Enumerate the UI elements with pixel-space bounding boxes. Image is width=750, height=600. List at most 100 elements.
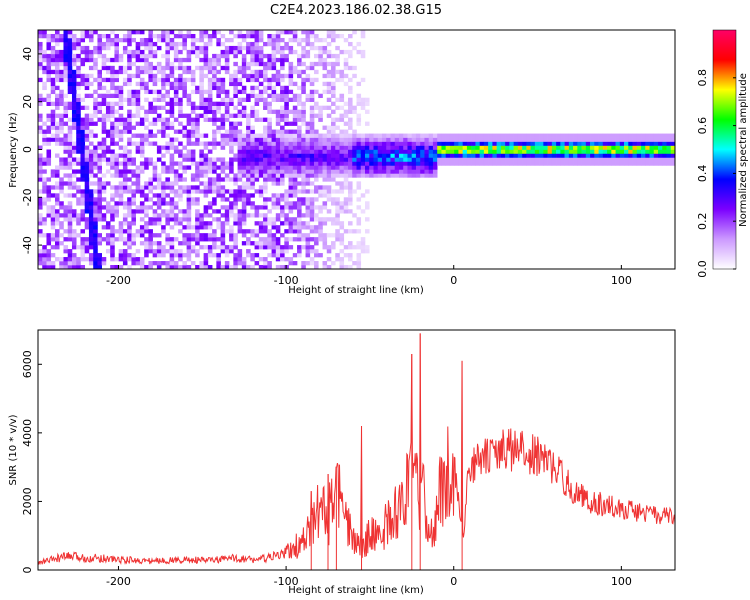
spectrogram-cell <box>437 141 442 146</box>
spectrogram-cell <box>331 201 336 206</box>
spectrogram-cell <box>93 161 98 166</box>
spectrogram-cell <box>190 101 196 106</box>
spectrogram-cell <box>224 189 230 194</box>
spectrogram-cell <box>263 173 268 178</box>
spectrogram-cell <box>581 149 587 154</box>
spectrogram-cell <box>156 233 162 238</box>
spectrogram-cell <box>63 121 69 126</box>
colorbar-tick-label: 0.6 <box>696 117 709 135</box>
spectrogram-cell <box>292 145 298 150</box>
spectrogram-cell <box>88 173 94 178</box>
spectrogram-cell <box>46 65 52 71</box>
spectrogram-cell <box>67 257 73 262</box>
spectrogram-cell <box>105 181 111 186</box>
spectrogram-cell <box>122 45 128 51</box>
spectrogram-cell <box>190 77 196 83</box>
spectrogram-cell <box>246 141 251 146</box>
spectrogram-cell <box>653 149 659 154</box>
spectrogram-cell <box>224 133 230 138</box>
spectrogram-cell <box>216 77 221 83</box>
spectrogram-cell <box>199 85 204 91</box>
spectrogram-cell <box>178 193 183 198</box>
spectrogram-cell <box>50 217 56 222</box>
spectrogram-cell <box>335 149 340 154</box>
spectrogram-cell <box>169 30 175 35</box>
spectrogram-cell <box>666 157 672 162</box>
spectrogram-cell <box>343 245 349 250</box>
spectrogram-cell <box>254 229 260 234</box>
spectrogram-cell <box>88 141 94 146</box>
spectrogram-cell <box>241 33 247 39</box>
spectrogram-cell <box>152 53 158 59</box>
spectrogram-cell <box>292 109 298 114</box>
spectrogram-cell <box>216 93 221 99</box>
spectrogram-cell <box>530 149 536 154</box>
spectrogram-cell <box>212 113 217 118</box>
spectrogram-cell <box>42 217 47 222</box>
spectrogram-cell <box>63 257 69 262</box>
spectrogram-cell <box>271 149 277 154</box>
spectrogram-cell <box>258 173 264 178</box>
spectrogram-cell <box>101 181 107 186</box>
spectrogram-cell <box>212 241 217 246</box>
spectrogram-cell <box>403 161 408 166</box>
spectrogram-cell <box>152 41 158 47</box>
spectrogram-cell <box>118 97 124 102</box>
spectrogram-cell <box>246 197 251 202</box>
spectrogram-cell <box>641 149 646 154</box>
spectrogram-cell <box>479 153 485 158</box>
spectrogram-cell <box>492 149 497 154</box>
spectrogram-cell <box>152 77 158 83</box>
spectrogram-cell <box>292 153 298 158</box>
spectrogram-cell <box>301 265 306 269</box>
spectrogram-cell <box>93 30 98 35</box>
spectrogram-cell <box>352 161 357 166</box>
spectrogram-cell <box>339 257 345 262</box>
spectrogram-cell <box>220 49 226 55</box>
spectrogram-cell <box>632 153 638 158</box>
spectrogram-cell <box>364 249 370 254</box>
spectrogram-cell <box>161 249 166 254</box>
spectrogram-cell <box>46 117 52 122</box>
spectrogram-cell <box>144 81 149 87</box>
spectrogram-cell <box>67 221 73 226</box>
spectrogram-cell <box>114 45 119 51</box>
spectrogram-cell <box>84 169 90 174</box>
spectrogram-cell <box>280 253 285 258</box>
spectrogram-cell <box>326 129 332 134</box>
spectrogram-cell <box>271 85 277 91</box>
spectrogram-cell <box>212 57 217 63</box>
spectrogram-cell <box>471 137 476 142</box>
spectrogram-cell <box>246 165 251 170</box>
spectrogram-cell <box>38 201 43 206</box>
spectrogram-cell <box>216 245 221 250</box>
spectrogram-cell <box>573 137 578 142</box>
spectrogram-cell <box>71 37 77 43</box>
spectrogram-cell <box>267 93 272 99</box>
spectrogram-cell <box>80 105 86 110</box>
spectrogram-cell <box>131 113 136 118</box>
spectrogram-cell <box>84 205 90 210</box>
spectrogram-cell <box>539 149 544 154</box>
snr-frame <box>37 329 676 571</box>
spectrogram-cell <box>156 61 162 67</box>
spectrogram-cell <box>139 229 145 234</box>
spectrogram-cell <box>54 33 60 39</box>
spectrogram-cell <box>280 85 285 91</box>
spectrogram-cell <box>63 261 69 266</box>
spectrogram-cell <box>267 245 272 250</box>
spectrogram-cell <box>258 213 264 218</box>
spectrogram-cell <box>645 161 650 166</box>
spectrogram-cell <box>335 45 340 51</box>
spectrogram-cell <box>509 145 514 150</box>
spectrogram-cell <box>152 65 158 71</box>
spectrogram-cell <box>165 30 170 35</box>
spectrogram-cell <box>42 249 47 254</box>
spectrogram-cell <box>84 193 90 198</box>
spectrogram-cell <box>314 105 319 110</box>
spectrogram-cell <box>267 261 272 266</box>
spectrogram-cell <box>54 217 60 222</box>
spectrogram-cell <box>127 89 132 95</box>
spectrogram-cell <box>658 161 663 166</box>
spectrogram-cell <box>148 141 153 146</box>
